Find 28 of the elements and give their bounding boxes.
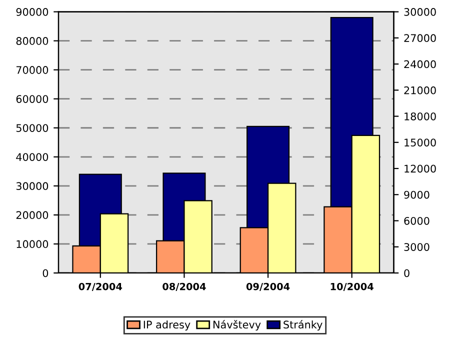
y2-tick-label: 0 xyxy=(404,269,410,278)
y2-tick-label: 6000 xyxy=(404,216,430,225)
x-tick-label: 08/2004 xyxy=(162,282,206,291)
y-tick-label: 60000 xyxy=(16,95,48,103)
y-tick-label: 20000 xyxy=(16,211,48,220)
x-tick-label: 10/2004 xyxy=(330,282,374,291)
x-tick-label: 07/2004 xyxy=(78,282,122,291)
legend-label: Návštevy xyxy=(214,320,261,331)
y-tick-label: 10000 xyxy=(16,240,48,248)
y-tick-label: 0 xyxy=(42,269,48,278)
y-tick-label: 90000 xyxy=(16,8,48,16)
y2-tick-label: 24000 xyxy=(404,60,436,68)
x-tick-label: 09/2004 xyxy=(246,282,290,291)
y-tick-label: 40000 xyxy=(16,153,48,161)
y-tick-label: 50000 xyxy=(16,124,48,132)
y2-tick-label: 18000 xyxy=(404,112,436,120)
y2-tick-label: 9000 xyxy=(404,190,430,199)
y2-tick-label: 21000 xyxy=(404,86,436,94)
y2-tick-label: 3000 xyxy=(404,243,430,251)
y2-tick-label: 30000 xyxy=(404,8,436,16)
y-tick-label: 70000 xyxy=(16,66,48,74)
y2-tick-label: 27000 xyxy=(404,34,436,42)
legend-label: IP adresy xyxy=(144,320,190,331)
y-tick-label: 80000 xyxy=(16,37,48,45)
legend-label: Stránky xyxy=(284,320,322,331)
y2-tick-label: 15000 xyxy=(404,138,436,146)
y2-tick-label: 12000 xyxy=(404,164,436,173)
y-tick-label: 30000 xyxy=(16,182,48,190)
